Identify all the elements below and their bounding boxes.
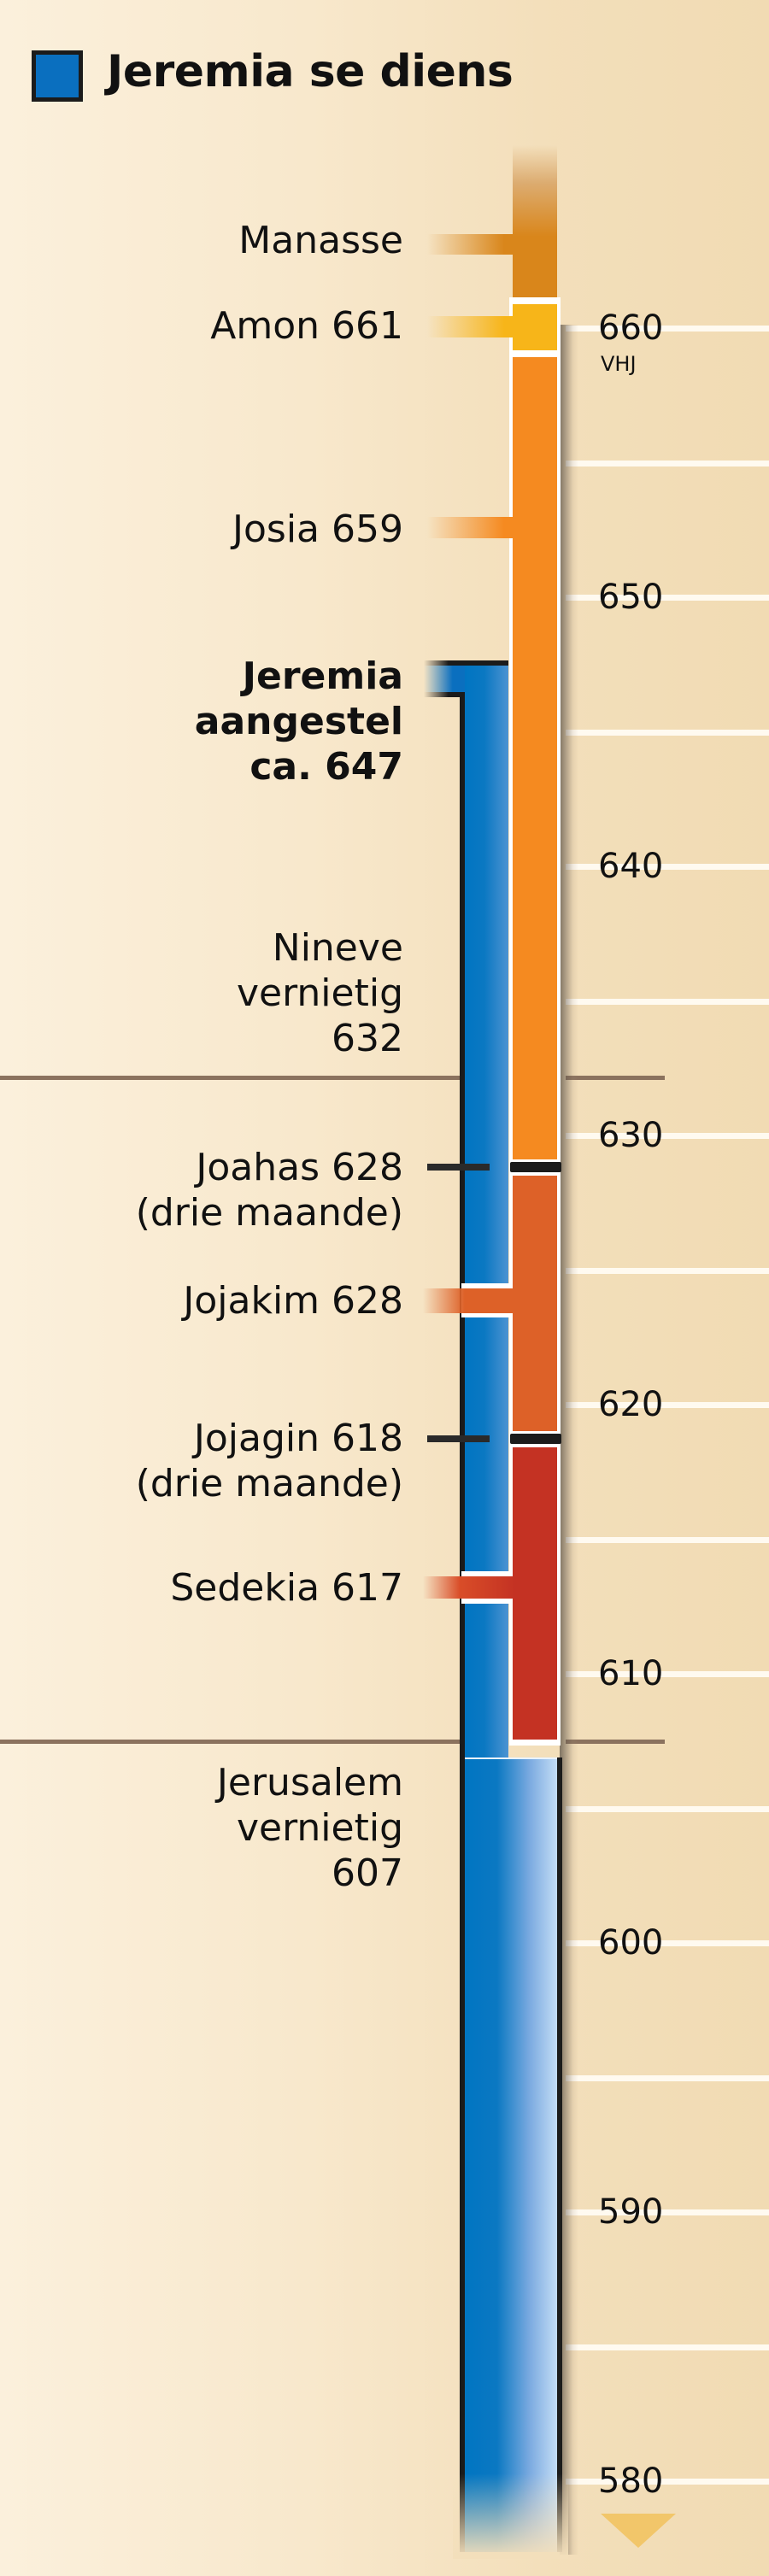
legend-square-icon <box>32 50 83 102</box>
continuation-arrow-icon <box>601 2514 676 2548</box>
reign-bar-amon <box>513 304 557 350</box>
reign-bar-josia <box>513 357 557 1159</box>
label-josia: Josia 659 <box>232 508 403 551</box>
reign-bar-jojakim <box>513 1176 557 1431</box>
tick-line-605 <box>566 1806 769 1812</box>
tick-label: 630 <box>598 1116 664 1155</box>
bar-shadow <box>560 325 578 2555</box>
label-jeremia-appointed-1: Jeremia <box>242 654 403 698</box>
tick-label: 650 <box>598 578 664 617</box>
label-jeremia-appointed-3: ca. 647 <box>249 745 403 789</box>
tick-line-640 <box>566 864 769 870</box>
tick-label: 600 <box>598 1923 664 1963</box>
label-jerusalem-3: 607 <box>332 1851 403 1895</box>
marker-jojagin-left <box>427 1435 490 1442</box>
label-sedekia: Sedekia 617 <box>170 1566 403 1610</box>
jeremia-ext-bottom-edge <box>424 692 465 697</box>
bar-highlight <box>465 1757 557 1759</box>
tick-line-660 <box>566 326 769 332</box>
chart-title: Jeremia se diens <box>107 46 514 97</box>
tick-line-645 <box>566 730 769 736</box>
label-joahas-2: (drie maande) <box>135 1191 403 1235</box>
label-nineve-2: vernietig <box>236 971 403 1015</box>
label-jeremia-appointed-2: aangestel <box>194 700 403 743</box>
tick-label: 590 <box>598 2192 664 2232</box>
reign-ext-josia <box>427 517 513 538</box>
nineve-divider-right <box>566 1076 665 1080</box>
tick-label: 580 <box>598 2462 664 2501</box>
tick-label: 640 <box>598 847 664 886</box>
label-nineve-3: 632 <box>332 1017 403 1060</box>
tick-line-585 <box>566 2344 769 2350</box>
jeremia-service-bar-continuation <box>460 1757 562 2552</box>
tick-line-590 <box>566 2209 769 2215</box>
jeremia-start-extension <box>424 666 465 692</box>
tick-line-650 <box>566 595 769 601</box>
tick-line-600 <box>566 1940 769 1946</box>
jerusalem-divider <box>0 1740 461 1744</box>
label-manasse: Manasse <box>238 219 403 262</box>
reign-ext-manasse <box>427 234 513 255</box>
label-jojagin-1: Jojagin 618 <box>193 1417 403 1460</box>
tick-line-630 <box>566 1133 769 1139</box>
tick-label: 620 <box>598 1385 664 1424</box>
jerusalem-divider-right <box>566 1740 665 1744</box>
nineve-divider <box>0 1076 461 1080</box>
tick-line-615 <box>566 1537 769 1543</box>
tick-line-655 <box>566 461 769 466</box>
label-amon: Amon 661 <box>210 304 403 348</box>
label-nineve-1: Nineve <box>272 926 403 970</box>
tick-line-595 <box>566 2075 769 2081</box>
tick-line-580 <box>566 2479 769 2485</box>
tick-label: 660 <box>598 308 664 348</box>
bar-fade <box>453 2473 568 2559</box>
tick-line-625 <box>566 1268 769 1274</box>
label-jerusalem-2: vernietig <box>236 1806 403 1850</box>
era-label: VHJ <box>601 352 637 376</box>
label-joahas-1: Joahas 628 <box>196 1146 403 1189</box>
reign-bar-sedekia <box>513 1447 557 1740</box>
reign-bar-manasse <box>513 145 557 297</box>
label-jerusalem-1: Jerusalem <box>216 1761 403 1804</box>
marker-joahas-right <box>510 1162 561 1172</box>
tick-line-635 <box>566 999 769 1005</box>
jeremia-ext-top-edge <box>424 660 465 666</box>
label-jojakim: Jojakim 628 <box>183 1279 403 1323</box>
reign-ext-amon <box>427 316 513 337</box>
tick-line-620 <box>566 1402 769 1408</box>
reign-ext-jojakim <box>423 1288 515 1313</box>
label-jojagin-2: (drie maande) <box>135 1462 403 1505</box>
tick-line-610 <box>566 1671 769 1677</box>
reign-ext-sedekia <box>423 1576 515 1599</box>
marker-jojagin-right <box>510 1434 561 1444</box>
tick-label: 610 <box>598 1654 664 1693</box>
marker-joahas-left <box>427 1164 490 1171</box>
